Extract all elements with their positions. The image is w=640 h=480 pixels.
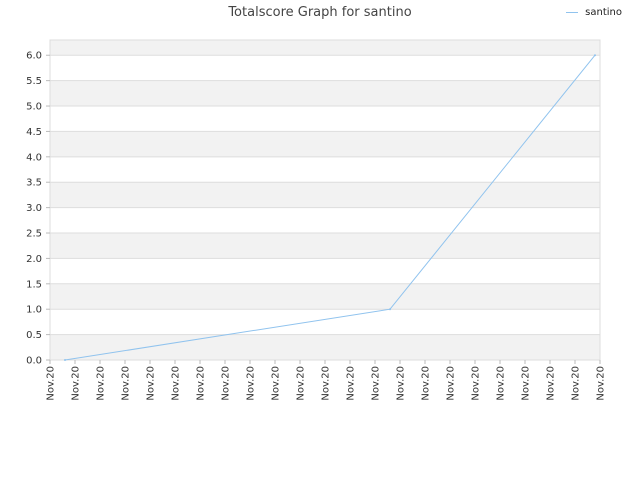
legend-swatch xyxy=(566,12,579,13)
x-tick-label: Nov.20 xyxy=(471,366,482,401)
y-tick-label: 4.0 xyxy=(26,152,42,163)
y-tick-label: 1.5 xyxy=(26,279,42,290)
grid-band xyxy=(50,80,600,107)
grid-band xyxy=(50,131,600,157)
x-tick-label: Nov.20 xyxy=(71,366,82,401)
y-tick-label: 2.0 xyxy=(26,254,42,265)
x-tick-label: Nov.20 xyxy=(321,366,332,401)
x-tick-label: Nov.20 xyxy=(496,366,507,401)
grid-band xyxy=(50,40,600,56)
y-tick-label: 6.0 xyxy=(26,51,42,62)
grid-band xyxy=(50,283,600,310)
data-point xyxy=(64,359,66,361)
x-tick-label: Nov.20 xyxy=(296,366,307,401)
y-tick-label: 5.5 xyxy=(26,76,42,87)
x-tick-label: Nov.20 xyxy=(121,366,132,401)
x-tick-label: Nov.20 xyxy=(221,366,232,401)
x-tick-label: Nov.20 xyxy=(421,366,432,401)
y-tick-label: 1.0 xyxy=(26,305,42,316)
x-tick-label: Nov.20 xyxy=(46,366,57,401)
x-tick-label: Nov.20 xyxy=(346,366,357,401)
y-tick-label: 4.5 xyxy=(26,127,42,138)
background-bands xyxy=(50,40,600,360)
x-tick-label: Nov.20 xyxy=(521,366,532,401)
grid-band xyxy=(50,182,600,208)
grid-band xyxy=(50,233,600,259)
x-tick-label: Nov.20 xyxy=(371,366,382,401)
y-tick-label: 3.0 xyxy=(26,203,42,214)
y-tick-label: 0.0 xyxy=(26,356,42,367)
x-tick-label: Nov.20 xyxy=(96,366,107,401)
x-tick-label: Nov.20 xyxy=(571,366,582,401)
legend: santino xyxy=(566,7,622,18)
x-tick-label: Nov.20 xyxy=(246,366,257,401)
y-axis-ticks: 0.0 0.5 1.0 1.5 2.0 2.5 3.0 3.5 4.0 4.5 5.0 5.5 6.0 xyxy=(26,51,50,367)
x-axis-ticks: Nov.20 Nov.20 Nov.20 Nov.20 Nov.20 Nov.20 Nov.… xyxy=(46,360,607,401)
series-lines xyxy=(64,54,596,361)
chart-title: Totalscore Graph for santino xyxy=(228,5,412,20)
x-tick-label: Nov.20 xyxy=(196,366,207,401)
x-tick-label: Nov.20 xyxy=(446,366,457,401)
y-tick-label: 3.5 xyxy=(26,178,42,189)
y-tick-label: 0.5 xyxy=(26,330,42,341)
x-tick-label: Nov.20 xyxy=(146,366,157,401)
x-tick-label: Nov.20 xyxy=(546,366,557,401)
x-tick-label: Nov.20 xyxy=(596,366,607,401)
y-tick-label: 5.0 xyxy=(26,102,42,113)
grid-band xyxy=(50,334,600,360)
x-tick-label: Nov.20 xyxy=(396,366,407,401)
legend-label: santino xyxy=(585,7,622,18)
x-tick-label: Nov.20 xyxy=(271,366,282,401)
x-tick-label: Nov.20 xyxy=(171,366,182,401)
data-point xyxy=(389,308,391,311)
data-point xyxy=(594,54,596,57)
y-tick-label: 2.5 xyxy=(26,229,42,240)
